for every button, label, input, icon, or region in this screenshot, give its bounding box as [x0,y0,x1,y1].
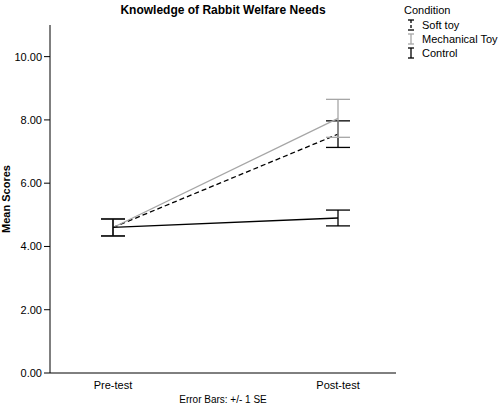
svg-text:4.00: 4.00 [21,240,42,252]
svg-text:Mean Scores: Mean Scores [8,165,12,233]
svg-text:10.00: 10.00 [14,51,42,63]
svg-text:Post-test: Post-test [316,379,359,391]
svg-text:Error Bars: +/- 1 SE: Error Bars: +/- 1 SE [179,394,267,405]
html-text:Condition: Condition [404,4,451,16]
svg-text:6.00: 6.00 [21,177,42,189]
html-text:Control: Control [422,47,458,59]
svg-text:0.00: 0.00 [21,367,42,379]
svg-text:2.00: 2.00 [21,304,42,316]
svg-text:Pre-test: Pre-test [94,379,133,391]
html-text:Mechanical Toy: Mechanical Toy [422,33,498,45]
html-text:Soft toy: Soft toy [422,19,460,31]
svg-text:8.00: 8.00 [21,114,42,126]
html-text:Knowledge of Rabbit Welfare Ne: Knowledge of Rabbit Welfare Needs [120,3,326,17]
